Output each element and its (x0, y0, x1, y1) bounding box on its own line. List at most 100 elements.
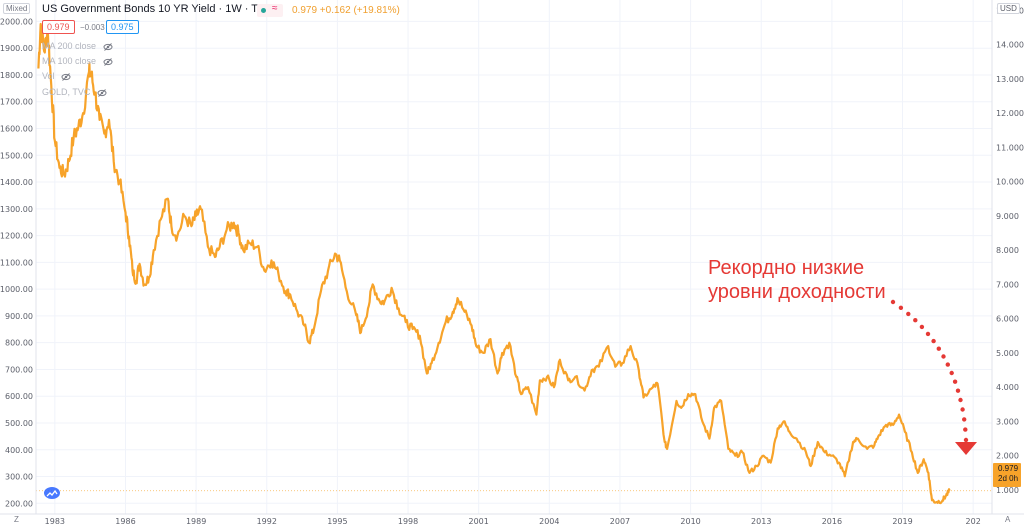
left-price-tick-label: 1200.00 (0, 232, 33, 241)
market-status-dot-icon (261, 8, 266, 13)
compare-icon: ≈ (272, 3, 278, 14)
right-price-tick-label: 14.000 (996, 41, 1024, 50)
arrow-dot (913, 318, 918, 323)
time-tick-label: 1995 (327, 517, 347, 526)
arrow-dot (931, 338, 936, 344)
time-tick-label: 1986 (115, 517, 135, 526)
scale-mode-label: Mixed (6, 4, 28, 13)
right-price-tick-label: 4.000 (996, 383, 1019, 392)
hidden-eye-icon[interactable] (103, 42, 113, 52)
bottom-left-button[interactable]: Z (14, 515, 19, 524)
bar-countdown: 2d 0h (998, 474, 1019, 483)
currency-text: USD (1000, 4, 1017, 13)
last-price-value: 0.979 (998, 464, 1019, 473)
bid-box[interactable]: 0.979 (42, 20, 75, 34)
series-layer (36, 22, 992, 505)
indicator-ma200-label: MA 200 close (42, 41, 97, 51)
left-price-tick-label: 300.00 (5, 473, 33, 482)
left-price-tick-label: 1100.00 (0, 258, 33, 267)
arrow-dot (936, 346, 941, 351)
auto-scale-button[interactable]: A (1005, 515, 1010, 524)
time-tick-label: 2010 (680, 517, 700, 526)
horizontal-gridlines (36, 20, 992, 504)
hidden-eye-icon[interactable] (97, 88, 107, 98)
left-price-tick-label: 800.00 (5, 339, 33, 348)
left-price-tick-label: 900.00 (5, 312, 33, 321)
symbol-title[interactable]: US Government Bonds 10 YR Yield · 1W · T… (42, 3, 273, 15)
left-price-tick-label: 1600.00 (0, 125, 33, 134)
hidden-eye-icon[interactable] (61, 72, 71, 82)
bottom-left-label: Z (14, 515, 19, 524)
arrow-dot (955, 388, 961, 393)
bid-value: 0.979 (47, 22, 70, 32)
symbol-title-text: US Government Bonds 10 YR Yield · 1W · T… (42, 3, 274, 15)
time-tick-label: 2013 (751, 517, 771, 526)
left-price-scale: 200.00 300.00 400.00 500.00 600.00 700.00 800.… (0, 17, 33, 508)
arrow-dot (906, 311, 911, 317)
arrow-dot (962, 417, 967, 422)
right-price-tick-label: 2.000 (996, 452, 1019, 461)
right-price-tick-label: 9.000 (996, 212, 1019, 221)
legend-values: 0.979 +0.162 (+19.81%) (292, 5, 400, 16)
indicator-vol-label: Vol (42, 71, 55, 81)
annotation-line-1: Рекордно низкие (708, 257, 865, 279)
arrow-dot (949, 370, 954, 376)
ask-box[interactable]: 0.975 (106, 20, 139, 34)
right-price-tick-label: 8.000 (996, 246, 1019, 255)
indicator-ma100-label: MA 100 close (42, 56, 97, 66)
indicator-ma200[interactable]: MA 200 close (42, 41, 113, 52)
arrow-dot (952, 379, 958, 384)
hidden-eye-icon[interactable] (103, 57, 113, 67)
time-tick-label: 2016 (822, 517, 842, 526)
legend-values-text: 0.979 +0.162 (+19.81%) (292, 5, 400, 16)
tradingview-logo-icon[interactable] (44, 487, 60, 499)
right-price-tick-label: 3.000 (996, 417, 1019, 426)
arrow-dot (963, 437, 969, 443)
arrow-dot (941, 354, 946, 359)
annotation-text[interactable]: Рекордно низкие уровни доходности (708, 256, 886, 304)
left-price-tick-label: 2000.00 (0, 17, 33, 26)
time-tick-label: 2004 (539, 517, 559, 526)
arrow-dot (945, 362, 950, 367)
left-price-tick-label: 1700.00 (0, 98, 33, 107)
time-tick-label: 1992 (257, 517, 277, 526)
left-price-tick-label: 1500.00 (0, 151, 33, 160)
indicator-vol[interactable]: Vol (42, 71, 71, 82)
arrow-dot (898, 305, 904, 310)
ask-value: 0.975 (111, 22, 134, 32)
indicator-gold-label: GOLD, TVC (42, 87, 91, 97)
arrow-head (955, 442, 977, 455)
currency-label[interactable]: USD (997, 3, 1020, 14)
left-price-tick-label: 1800.00 (0, 71, 33, 80)
arrow-dot (958, 397, 963, 403)
arrow-dot (890, 299, 896, 305)
indicator-ma100[interactable]: MA 100 close (42, 56, 113, 67)
arrow-dot (963, 427, 968, 432)
time-scale: 1983 1986 1989 1992 1995 1998 2001 2004 2007 2010… (45, 517, 981, 526)
spread-value: −0.003 (80, 23, 105, 32)
arrow-dot (960, 407, 965, 412)
vertical-gridlines (54, 0, 974, 514)
series-line (37, 22, 951, 505)
indicator-gold[interactable]: GOLD, TVC (42, 87, 107, 98)
left-price-tick-label: 1900.00 (0, 44, 33, 53)
legend-status-icons: ≈ (257, 3, 283, 17)
time-tick-label: 202 (966, 517, 981, 526)
right-price-tick-label: 13.000 (996, 75, 1024, 84)
right-price-tick-label: 7.000 (996, 280, 1019, 289)
auto-scale-label: A (1005, 515, 1011, 524)
time-tick-label: 1998 (398, 517, 418, 526)
right-price-tick-label: 6.000 (996, 315, 1019, 324)
time-tick-label: 2019 (892, 517, 912, 526)
left-price-tick-label: 700.00 (5, 365, 33, 374)
time-tick-label: 2001 (469, 517, 489, 526)
left-price-tick-label: 600.00 (5, 392, 33, 401)
arrow-dot (919, 324, 925, 330)
annotation-arrow (890, 299, 977, 455)
scale-mode-button[interactable]: Mixed (3, 3, 31, 14)
left-price-tick-label: 1000.00 (0, 285, 33, 294)
time-tick-label: 1983 (45, 517, 65, 526)
right-price-tick-label: 12.000 (996, 109, 1024, 118)
arrow-dot (925, 331, 931, 337)
